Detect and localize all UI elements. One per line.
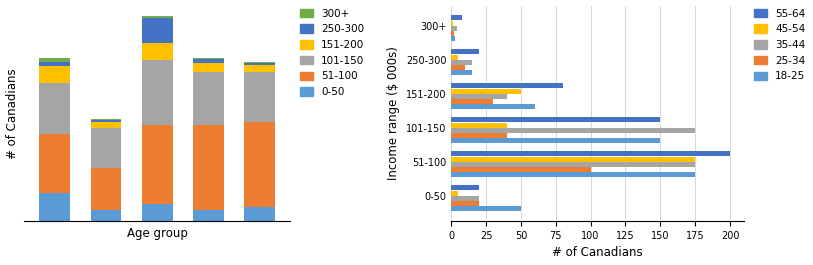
Bar [244,72,275,122]
Bar [244,207,275,221]
Bar [451,89,521,94]
Bar [91,120,121,122]
Bar [141,18,172,43]
Bar [141,43,172,60]
Bar [451,172,695,177]
Bar [193,210,224,221]
Bar [244,122,275,207]
Bar [451,31,454,36]
Bar [451,138,660,143]
Bar [451,65,465,70]
Bar [451,94,507,99]
Bar [451,83,563,88]
Y-axis label: Income range ($ 000s): Income range ($ 000s) [387,46,400,180]
Bar [244,61,275,63]
Legend: 55-64, 45-54, 35-44, 25-34, 18-25: 55-64, 45-54, 35-44, 25-34, 18-25 [752,6,807,83]
X-axis label: # of Canadians: # of Canadians [552,246,643,259]
Bar [451,128,695,133]
Bar [451,133,507,138]
Bar [451,117,660,122]
Bar [451,167,590,172]
Bar [451,151,730,156]
Bar [193,63,224,72]
Bar [451,15,463,20]
Bar [451,99,493,104]
Bar [40,83,70,134]
Bar [91,122,121,128]
Bar [91,128,121,167]
Bar [91,119,121,120]
Bar [141,125,172,204]
Bar [244,63,275,65]
Bar [451,55,459,60]
Bar [451,36,455,41]
Bar [91,210,121,221]
Bar [451,104,535,109]
Bar [141,60,172,125]
Bar [40,58,70,61]
Bar [451,21,453,25]
Bar [141,16,172,18]
Bar [451,191,459,196]
Bar [40,61,70,66]
Bar [451,70,472,75]
Bar [193,58,224,59]
Bar [451,206,521,211]
Bar [451,60,472,65]
Bar [40,134,70,193]
Bar [451,201,479,206]
Bar [193,125,224,210]
Y-axis label: # of Canadians: # of Canadians [6,68,19,159]
Bar [451,26,457,31]
Bar [40,66,70,83]
Bar [451,157,695,162]
Bar [451,162,695,167]
Bar [451,49,479,54]
Bar [244,65,275,72]
Bar [451,196,479,201]
Bar [193,59,224,63]
X-axis label: Age group: Age group [127,227,188,240]
Bar [141,204,172,221]
Bar [193,72,224,125]
Bar [451,123,507,128]
Bar [451,186,479,191]
Bar [91,167,121,210]
Legend: 300+, 250-300, 151-200, 101-150, 51-100, 0-50: 300+, 250-300, 151-200, 101-150, 51-100,… [298,6,367,99]
Bar [40,193,70,221]
